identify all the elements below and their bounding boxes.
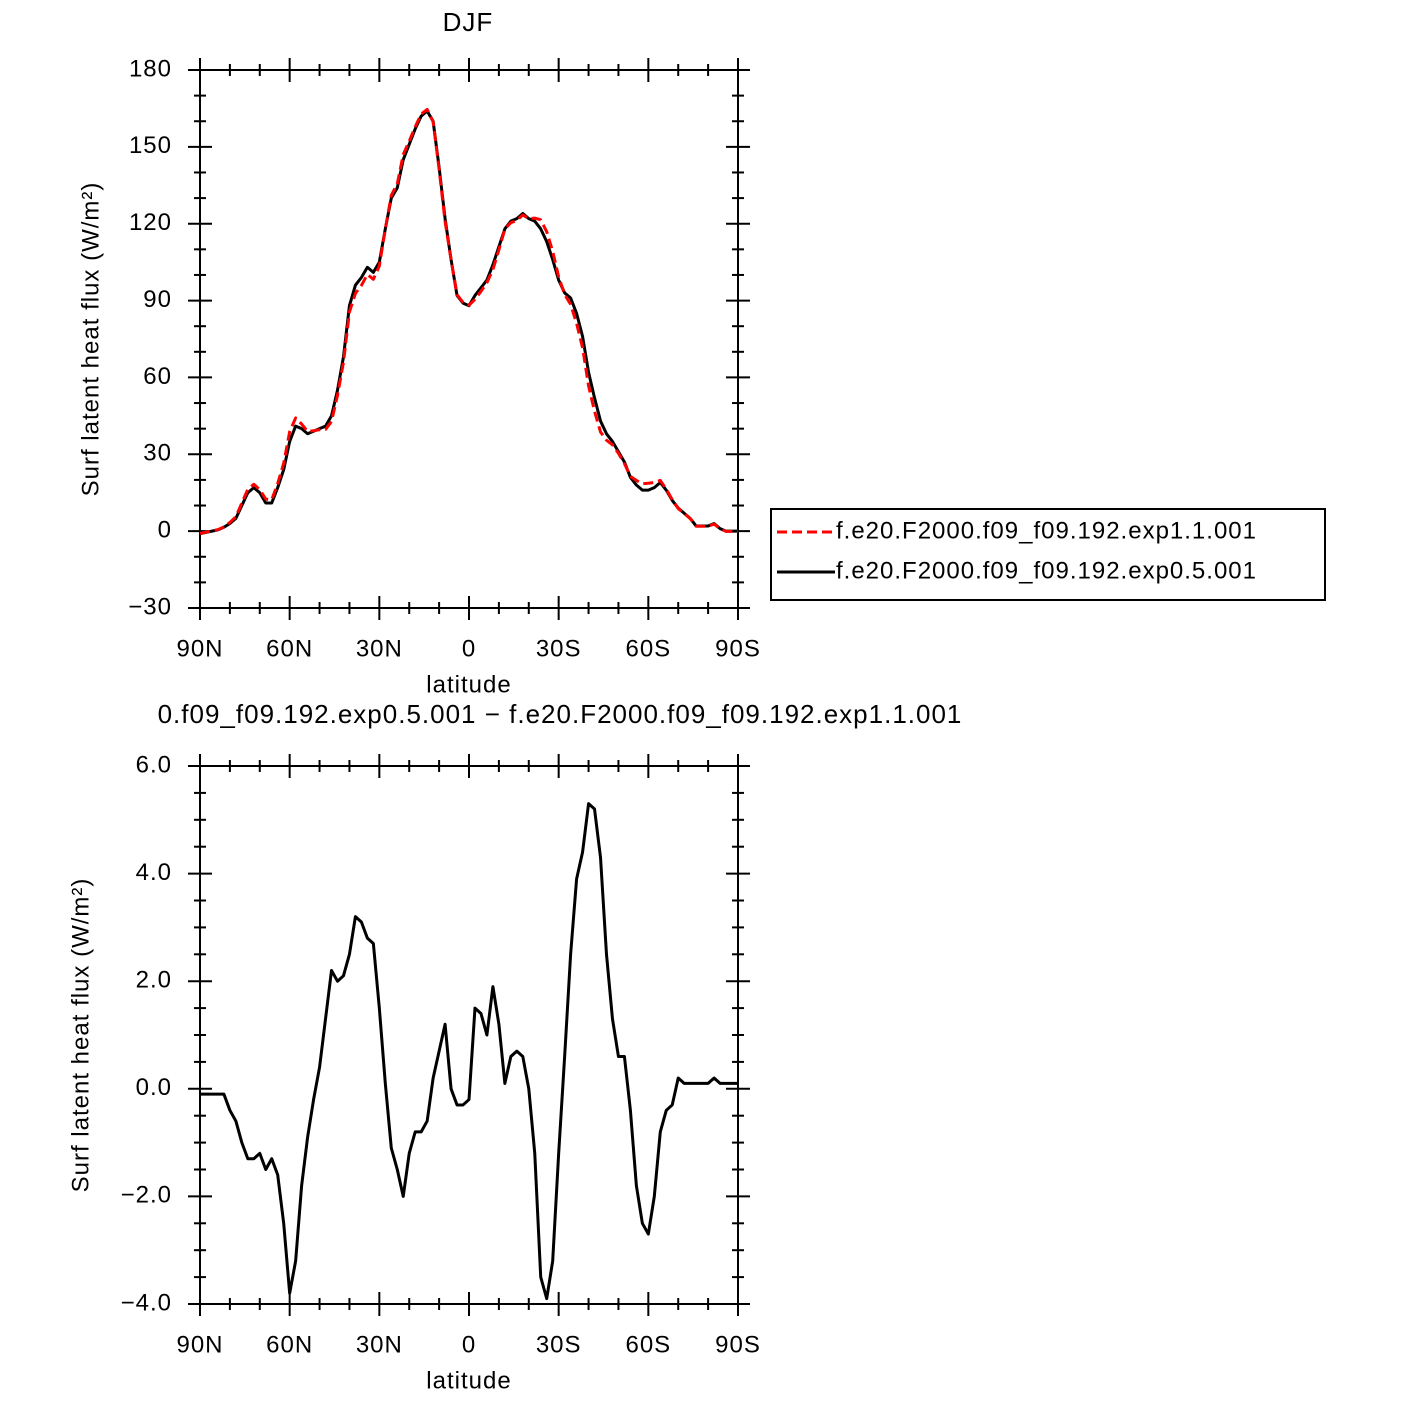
x-tick-label: 0 — [462, 635, 476, 662]
data-line — [199, 107, 738, 535]
x-tick-label: 30S — [536, 635, 582, 662]
y-tick-label: 0.0 — [136, 1074, 172, 1101]
plot-frame — [199, 765, 739, 1305]
legend-box — [770, 508, 1326, 601]
x-tick-label: 60S — [625, 1331, 671, 1358]
chart-title: 0.f09_f09.192.exp0.5.001 − f.e20.F2000.f… — [158, 699, 963, 729]
y-tick-label: −30 — [128, 593, 172, 620]
x-tick-label: 90S — [715, 635, 761, 662]
x-tick-label: 90S — [715, 1331, 761, 1358]
y-axis-label: Surf latent heat flux (W/m²) — [67, 878, 94, 1193]
chart-title: DJF — [443, 7, 494, 37]
x-axis-label: latitude — [426, 1367, 511, 1394]
x-tick-label: 60N — [266, 635, 313, 662]
x-tick-label: 30S — [536, 1331, 582, 1358]
y-tick-label: −4.0 — [121, 1289, 172, 1316]
x-tick-label: 0 — [462, 1331, 476, 1358]
x-tick-label: 30N — [356, 1331, 403, 1358]
data-line — [200, 802, 738, 1301]
data-line — [199, 109, 738, 536]
legend-label: f.e20.F2000.f09_f09.192.exp0.5.001 — [836, 557, 1257, 584]
y-tick-label: −2.0 — [121, 1182, 172, 1209]
y-tick-label: 30 — [143, 440, 172, 467]
plot-frame — [199, 69, 739, 609]
y-axis-label: Surf latent heat flux (W/m²) — [77, 182, 104, 497]
y-tick-label: 6.0 — [136, 751, 172, 778]
y-tick-label: 90 — [143, 286, 172, 313]
x-tick-label: 60S — [625, 635, 671, 662]
y-tick-label: 150 — [129, 132, 172, 159]
y-tick-label: 60 — [143, 363, 172, 390]
legend-label: f.e20.F2000.f09_f09.192.exp1.1.001 — [836, 517, 1257, 544]
x-tick-label: 60N — [266, 1331, 313, 1358]
y-tick-label: 120 — [129, 209, 172, 236]
x-tick-label: 90N — [176, 635, 223, 662]
y-tick-label: 180 — [129, 55, 172, 82]
y-tick-label: 2.0 — [136, 967, 172, 994]
x-axis-label: latitude — [426, 671, 511, 698]
x-tick-label: 30N — [356, 635, 403, 662]
y-tick-label: 4.0 — [136, 859, 172, 886]
x-tick-label: 90N — [176, 1331, 223, 1358]
y-tick-label: 0 — [158, 516, 172, 543]
